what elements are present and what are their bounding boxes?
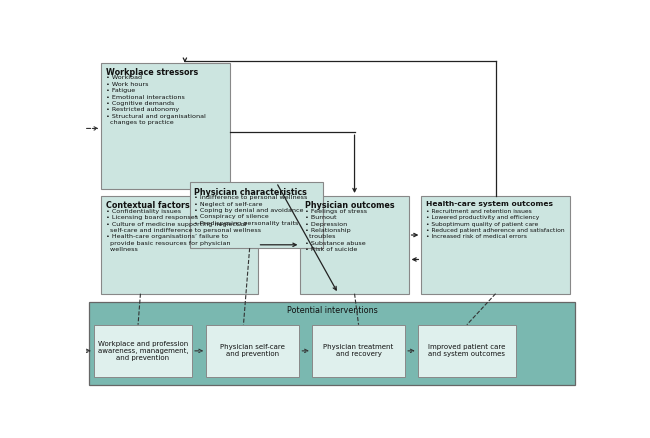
Text: • Confidentiality issues
• Licensing board responses
• Culture of medicine suppo: • Confidentiality issues • Licensing boa… bbox=[106, 209, 261, 252]
Text: Improved patient care
and system outcomes: Improved patient care and system outcome… bbox=[428, 344, 506, 357]
Text: • Recruitment and retention issues
• Lowered productivity and efficiency
• Subop: • Recruitment and retention issues • Low… bbox=[426, 209, 564, 239]
Text: Physician outcomes: Physician outcomes bbox=[305, 201, 395, 210]
FancyBboxPatch shape bbox=[312, 325, 405, 377]
FancyBboxPatch shape bbox=[101, 63, 230, 189]
FancyBboxPatch shape bbox=[190, 182, 323, 248]
FancyBboxPatch shape bbox=[89, 302, 575, 385]
Text: Workplace stressors: Workplace stressors bbox=[106, 68, 198, 77]
Text: • Workload
• Work hours
• Fatigue
• Emotional interactions
• Cognitive demands
•: • Workload • Work hours • Fatigue • Emot… bbox=[106, 75, 206, 125]
FancyBboxPatch shape bbox=[101, 196, 257, 294]
Text: Physician treatment
and recovery: Physician treatment and recovery bbox=[324, 344, 394, 357]
Text: • Feelings of stress
• Burnout
• Depression
• Relationship
  troubles
• Substanc: • Feelings of stress • Burnout • Depress… bbox=[305, 209, 367, 252]
Text: Potential interventions: Potential interventions bbox=[287, 306, 378, 315]
FancyBboxPatch shape bbox=[421, 196, 570, 294]
Text: Physician characteristics: Physician characteristics bbox=[194, 188, 307, 197]
FancyBboxPatch shape bbox=[206, 325, 300, 377]
Text: Workplace and profession
awareness, management,
and prevention: Workplace and profession awareness, mana… bbox=[98, 341, 188, 361]
Text: • Indifference to personal wellness
• Neglect of self-care
• Coping by denial an: • Indifference to personal wellness • Ne… bbox=[194, 195, 307, 226]
Text: Contextual factors: Contextual factors bbox=[106, 201, 190, 210]
FancyBboxPatch shape bbox=[300, 196, 409, 294]
FancyBboxPatch shape bbox=[94, 325, 192, 377]
Text: Physician self-care
and prevention: Physician self-care and prevention bbox=[220, 344, 285, 357]
Text: Health-care system outcomes: Health-care system outcomes bbox=[426, 201, 552, 207]
FancyBboxPatch shape bbox=[418, 325, 516, 377]
